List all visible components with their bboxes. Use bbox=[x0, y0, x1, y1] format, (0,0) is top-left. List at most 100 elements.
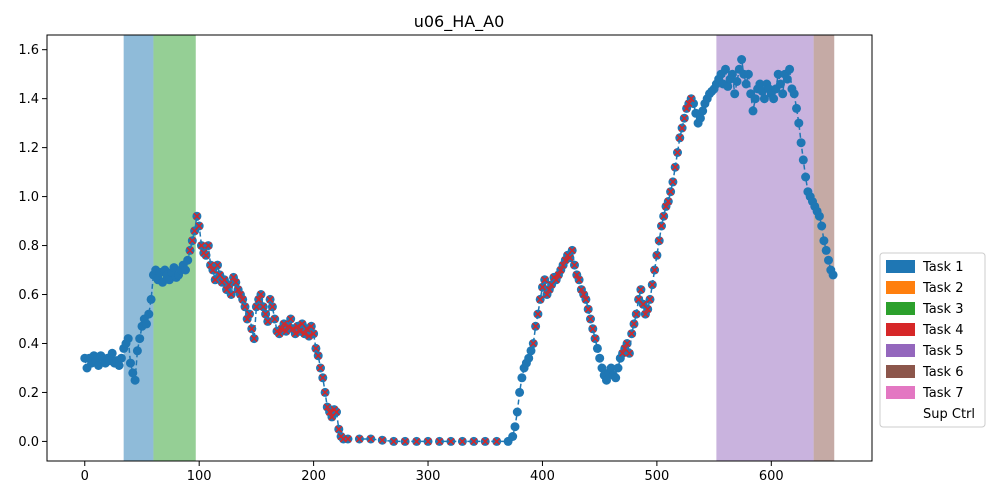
task4-markers bbox=[186, 95, 695, 445]
task4-marker bbox=[271, 315, 279, 323]
task4-marker bbox=[300, 330, 308, 338]
data-point bbox=[146, 294, 156, 304]
data-point bbox=[798, 155, 808, 165]
task4-marker bbox=[653, 251, 661, 259]
task4-marker bbox=[314, 352, 322, 360]
data-point bbox=[144, 309, 154, 319]
y-tick-label: 1.4 bbox=[18, 92, 39, 107]
task4-marker bbox=[676, 134, 684, 142]
data-point bbox=[817, 221, 827, 231]
task4-marker bbox=[552, 276, 560, 284]
task4-marker bbox=[264, 317, 272, 325]
data-point bbox=[142, 319, 151, 329]
data-point bbox=[158, 277, 168, 287]
task4-marker bbox=[255, 295, 263, 303]
data-point bbox=[785, 64, 795, 74]
data-point bbox=[132, 346, 142, 356]
x-axis-ticks: 0 100 200 300 400 500 600 bbox=[81, 461, 784, 484]
task4-marker bbox=[646, 295, 654, 303]
legend-swatch bbox=[886, 323, 915, 336]
data-point bbox=[526, 346, 536, 356]
data-point bbox=[181, 265, 190, 275]
task4-marker bbox=[284, 322, 292, 330]
task4-marker bbox=[289, 325, 297, 333]
task4-marker bbox=[628, 330, 636, 338]
legend-label: Task 3 bbox=[922, 302, 963, 317]
legend-label: Task 4 bbox=[922, 323, 963, 338]
data-point bbox=[727, 69, 737, 79]
task4-marker bbox=[644, 305, 652, 313]
task4-marker bbox=[582, 295, 590, 303]
y-tick-label: 0.4 bbox=[18, 337, 39, 352]
legend-item: Task 4 bbox=[886, 323, 963, 338]
task4-marker bbox=[252, 303, 260, 311]
task4-marker bbox=[243, 315, 251, 323]
task4-marker bbox=[268, 303, 276, 311]
data-point bbox=[796, 138, 806, 148]
y-tick-label: 1.0 bbox=[18, 190, 39, 205]
task4-marker bbox=[239, 295, 247, 303]
task4-marker bbox=[573, 271, 581, 279]
data-point bbox=[524, 353, 534, 363]
data-point bbox=[792, 103, 801, 113]
task4-marker bbox=[660, 212, 668, 220]
task4-marker bbox=[323, 403, 331, 411]
task4-marker bbox=[543, 290, 551, 299]
task4-marker bbox=[529, 339, 537, 348]
legend-label: Task 1 bbox=[922, 260, 963, 275]
task4-marker bbox=[291, 330, 299, 338]
task4-marker bbox=[401, 437, 409, 445]
task4-marker bbox=[344, 435, 352, 443]
task4-marker bbox=[538, 283, 546, 291]
task4-marker bbox=[566, 254, 574, 262]
legend-swatch bbox=[886, 260, 915, 273]
data-point bbox=[130, 375, 140, 385]
task4-marker bbox=[213, 261, 222, 269]
legend-label: Task 7 bbox=[922, 386, 963, 401]
data-point bbox=[748, 106, 758, 116]
x-tick-label: 600 bbox=[759, 469, 784, 484]
y-axis-ticks: 0.0 0.2 0.4 0.6 0.8 1.0 1.2 1.4 1.6 bbox=[18, 43, 47, 450]
task4-marker bbox=[447, 437, 455, 445]
task4-marker bbox=[683, 104, 691, 112]
task4-marker bbox=[673, 148, 682, 157]
task4-marker bbox=[236, 290, 244, 299]
task4-marker bbox=[630, 320, 638, 328]
y-tick-label: 1.6 bbox=[18, 43, 39, 58]
legend-swatch bbox=[886, 365, 915, 378]
data-point bbox=[508, 432, 518, 441]
data-point bbox=[755, 79, 765, 89]
data-point bbox=[116, 353, 126, 363]
task4-marker bbox=[378, 436, 386, 444]
task4-marker bbox=[589, 325, 597, 333]
task4-marker bbox=[310, 330, 318, 338]
task4-marker bbox=[207, 261, 215, 269]
data-point bbox=[128, 368, 138, 378]
data-point bbox=[602, 375, 611, 385]
task4-marker bbox=[554, 271, 563, 279]
legend-items: Task 1 Task 2 Task 3 Task 4 Task 5 Task 6 Task… bbox=[886, 260, 975, 422]
task4-marker bbox=[632, 310, 640, 318]
task4-marker bbox=[424, 437, 432, 445]
task4-marker bbox=[413, 437, 421, 445]
task4-marker bbox=[577, 286, 585, 294]
task4-marker bbox=[259, 303, 267, 311]
data-point bbox=[824, 255, 833, 265]
legend-swatch bbox=[886, 407, 915, 420]
task4-marker bbox=[204, 242, 212, 250]
task4-marker bbox=[591, 335, 599, 343]
legend-swatch bbox=[886, 344, 915, 357]
data-point bbox=[183, 255, 193, 265]
data-point bbox=[94, 361, 103, 370]
legend-label: Task 2 bbox=[922, 281, 963, 296]
task4-marker bbox=[319, 374, 327, 382]
task4-marker bbox=[316, 364, 325, 372]
task4-marker bbox=[326, 408, 334, 416]
task4-marker bbox=[534, 310, 542, 318]
data-point bbox=[698, 106, 708, 116]
task4-marker bbox=[335, 425, 343, 433]
task4-marker bbox=[257, 290, 265, 299]
legend-item: Task 5 bbox=[886, 344, 963, 359]
task4-marker bbox=[561, 256, 569, 264]
task4-marker bbox=[188, 237, 196, 245]
